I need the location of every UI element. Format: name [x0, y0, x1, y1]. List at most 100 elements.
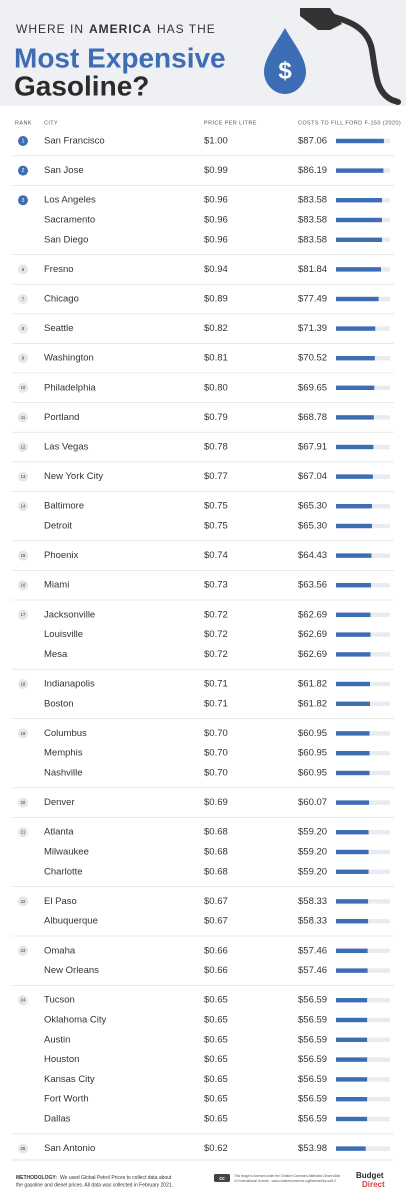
- bar: [336, 652, 371, 657]
- nozzle: [300, 8, 342, 30]
- price: $0.89: [204, 294, 228, 305]
- rank: 18: [21, 681, 26, 686]
- price: $0.65: [204, 1114, 228, 1125]
- price: $0.67: [204, 916, 228, 927]
- city: El Paso: [44, 896, 77, 907]
- rank: 8: [22, 326, 25, 331]
- drop: [264, 28, 306, 94]
- rank-badge: [18, 195, 28, 206]
- city: Sacramento: [44, 215, 95, 226]
- city: Phoenix: [44, 550, 79, 561]
- price: $0.68: [204, 847, 228, 858]
- bar: [336, 751, 370, 756]
- rank: 17: [21, 612, 26, 617]
- city: Fort Worth: [44, 1094, 89, 1105]
- col-header: COSTS TO FILL FORD F-150 (2020): [298, 120, 401, 126]
- cost: $68.78: [298, 412, 327, 423]
- dollar-icon: $: [278, 57, 292, 84]
- bar: [336, 198, 382, 203]
- rank-badge: [18, 945, 28, 956]
- city: Jacksonville: [44, 609, 95, 620]
- cost: $58.33: [298, 916, 327, 927]
- rank-badge: [18, 323, 28, 334]
- city: Philadelphia: [44, 382, 96, 393]
- rank-badge: [18, 442, 28, 452]
- rank-badge: [18, 471, 28, 482]
- cost: $56.59: [298, 1034, 327, 1045]
- price: $0.72: [204, 649, 228, 660]
- price: $0.70: [204, 768, 228, 779]
- rank-badge: [18, 679, 28, 689]
- cost: $63.56: [298, 580, 327, 591]
- bar: [336, 267, 382, 272]
- bar: [336, 632, 371, 637]
- bar: [336, 1097, 368, 1102]
- bar: [336, 800, 370, 805]
- methodology-label: METHODOLOGY:: [16, 1175, 57, 1181]
- bar: [336, 523, 372, 529]
- price: $0.96: [204, 234, 228, 245]
- methodology: METHODOLOGY: We used Global Petrol Prices…: [16, 1175, 172, 1181]
- bar: [336, 138, 384, 144]
- license: 4.0 International License - www.creative…: [234, 1179, 336, 1183]
- cost: $56.59: [298, 1094, 327, 1105]
- bar: [336, 356, 375, 361]
- rank: 12: [21, 444, 26, 449]
- cost: $56.59: [298, 995, 327, 1006]
- bar: [336, 998, 368, 1003]
- methodology-text: the gasoline and diesel prices. All data…: [16, 1182, 173, 1188]
- cost: $87.06: [298, 136, 327, 147]
- bar: [336, 444, 374, 450]
- rank-badge: [18, 136, 28, 146]
- price: $0.96: [204, 215, 228, 226]
- license: This image is licensed under the Creativ…: [234, 1174, 340, 1178]
- col-header: RANK: [15, 120, 32, 126]
- city: Tucson: [44, 995, 75, 1006]
- cost: $56.59: [298, 1054, 327, 1065]
- cost: $57.46: [298, 965, 327, 976]
- city: Louisville: [44, 629, 83, 640]
- hose: [319, 11, 401, 105]
- cost: $57.46: [298, 945, 327, 956]
- bar: [336, 830, 369, 835]
- city: Indianapolis: [44, 679, 95, 690]
- rank-badge: [18, 294, 28, 304]
- city: Washington: [44, 353, 94, 364]
- bar: [336, 296, 379, 302]
- price: $0.68: [204, 866, 228, 877]
- rank: 24: [21, 998, 26, 1003]
- price: $0.65: [204, 995, 228, 1006]
- price: $0.71: [204, 679, 228, 690]
- price: $0.70: [204, 748, 228, 759]
- bar: [336, 1077, 368, 1082]
- title-line1: WHERE IN AMERICA HAS THE: [16, 22, 216, 36]
- bar: [336, 237, 382, 242]
- city: Oklahoma City: [44, 1015, 107, 1026]
- rank: 13: [21, 474, 26, 479]
- price: $0.65: [204, 1054, 228, 1065]
- bar: [336, 948, 368, 953]
- cost: $83.58: [298, 195, 327, 206]
- rank: 21: [21, 830, 26, 835]
- city: New York City: [44, 471, 103, 482]
- city: Baltimore: [44, 501, 84, 512]
- bar: [336, 869, 369, 874]
- city: Charlotte: [44, 866, 83, 877]
- cost: $69.65: [298, 382, 327, 393]
- rank: 9: [22, 356, 25, 361]
- rank-badge: [18, 995, 28, 1006]
- price: $0.69: [204, 797, 228, 808]
- logo: Direct: [362, 1180, 385, 1189]
- city: Chicago: [44, 294, 79, 305]
- bar: [336, 168, 384, 173]
- city: Fresno: [44, 264, 74, 275]
- price: $0.75: [204, 521, 228, 532]
- rank-badge: [18, 165, 28, 176]
- price: $0.65: [204, 1094, 228, 1105]
- col-header: PRICE PER LITRE: [204, 120, 257, 126]
- rank: 11: [21, 415, 26, 420]
- price: $0.70: [204, 728, 228, 739]
- bar: [336, 583, 371, 588]
- city: San Francisco: [44, 136, 105, 147]
